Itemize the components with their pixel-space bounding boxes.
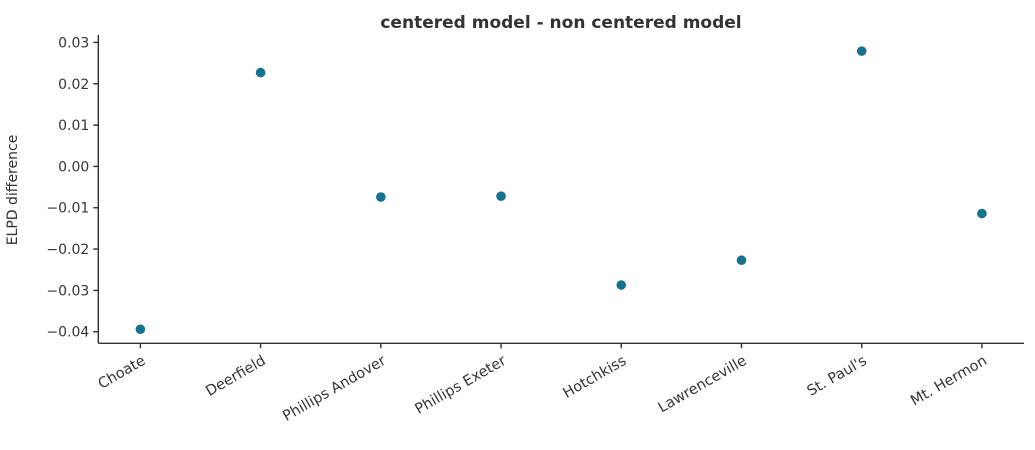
x-tick-label: Choate xyxy=(96,353,149,393)
y-tick-label: −0.01 xyxy=(46,201,89,217)
y-tick-label: −0.04 xyxy=(46,325,89,341)
x-tick-label: Phillips Exeter xyxy=(413,353,510,418)
x-tick-label: Phillips Andover xyxy=(280,353,389,425)
scatter-points xyxy=(135,46,987,335)
data-point xyxy=(255,67,266,78)
data-point xyxy=(977,208,987,219)
y-tick-label: 0.01 xyxy=(58,118,89,134)
chart-title: centered model - non centered model xyxy=(380,13,741,33)
data-point xyxy=(376,192,386,202)
data-point xyxy=(496,191,506,201)
data-point xyxy=(856,46,867,56)
y-tick-label: 0.00 xyxy=(58,159,89,175)
data-point xyxy=(736,255,747,266)
axes: 0.03 0.02 0.01 0.00 −0.01 −0.02 −0.03 −0.04 Choa… xyxy=(46,35,1024,425)
y-tick-label: −0.02 xyxy=(46,242,89,258)
y-axis-label: ELPD difference xyxy=(5,135,21,246)
x-tick-label: St. Paul's xyxy=(805,353,870,400)
y-tick-label: 0.02 xyxy=(58,77,89,93)
data-point xyxy=(616,280,627,290)
x-tick-label: Deerfield xyxy=(203,353,268,400)
x-tick-label: Lawrenceville xyxy=(656,353,750,416)
x-tick-label: Mt. Hermon xyxy=(908,353,990,409)
y-tick-label: −0.03 xyxy=(46,283,89,299)
y-tick-label: 0.03 xyxy=(58,35,89,51)
x-tick-label: Hotchkiss xyxy=(560,353,629,402)
data-point xyxy=(135,324,146,335)
